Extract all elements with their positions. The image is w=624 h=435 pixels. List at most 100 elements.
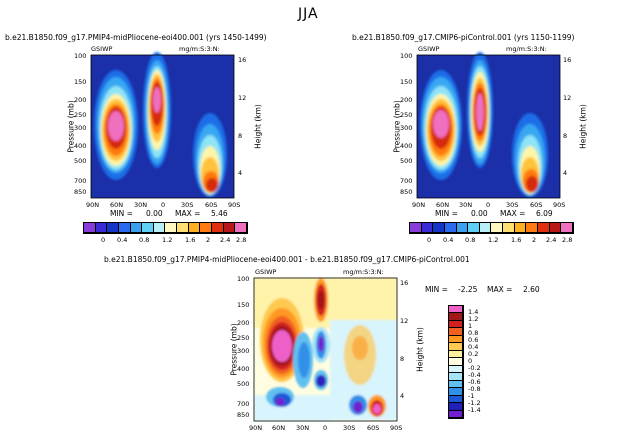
panel-3-colorbar-label: -0.2: [468, 364, 481, 372]
colorbar-swatch: [449, 306, 463, 314]
panel-3-y2tick: 8: [400, 355, 405, 363]
colorbar-swatch: [549, 223, 562, 233]
panel-2-title: b.e21.B1850.f09_g17.CMIP6-piControl.001 …: [352, 33, 575, 42]
panel-2-colorbar-label: 2.8: [562, 236, 573, 244]
panel-3-colorbar-label: -0.6: [468, 378, 481, 386]
panel-2-variable-label: GSIWP: [418, 45, 440, 53]
colorbar-swatch: [491, 223, 504, 233]
panel-2-ytick: 100: [400, 52, 413, 60]
panel-1-max-value: 5.46: [211, 209, 228, 218]
panel-3-min-value: -2.25: [458, 285, 478, 294]
panel-2-xtick: 60S: [530, 201, 543, 209]
colorbar-swatch: [118, 223, 131, 233]
panel-3-max-value: 2.60: [523, 285, 540, 294]
panel-2-colorbar-label: 1.2: [488, 236, 499, 244]
panel-1-xtick: 60S: [205, 201, 218, 209]
panel-2-y2tick: 12: [563, 94, 572, 102]
panel-1-units: mg/m:S:3:N:: [179, 45, 220, 53]
panel-3-ytick: 500: [237, 380, 250, 388]
colorbar-swatch: [449, 403, 463, 411]
panel-3-colorbar-label: -1.2: [468, 399, 481, 407]
panel-1-ytick: 150: [74, 78, 87, 86]
panel-1-xtick: 30S: [181, 201, 194, 209]
panel-2-min-value: 0.00: [471, 209, 488, 218]
panel-3-xtick: 0: [323, 424, 328, 432]
panel-1-title: b.e21.B1850.f09_g17.PMIP4-midPliocene-eo…: [5, 33, 267, 42]
panel-3-ytick: 700: [237, 400, 250, 408]
panel-2-ytick: 700: [400, 177, 413, 185]
colorbar-swatch: [212, 223, 224, 233]
panel-2-min-label: MIN =: [435, 209, 458, 218]
panel-3-field: [253, 277, 398, 422]
panel-3-xtick: 60N: [272, 424, 286, 432]
panel-3-xtick: 30N: [296, 424, 310, 432]
panel-2-y2tick: 4: [563, 169, 568, 177]
colorbar-swatch: [107, 223, 119, 233]
panel-1-y2tick: 8: [238, 132, 243, 140]
panel-1-xtick: 90S: [228, 201, 241, 209]
colorbar-swatch: [410, 223, 422, 233]
colorbar-swatch: [538, 223, 550, 233]
panel-3-colorbar-label: 0.8: [468, 329, 479, 337]
panel-2-max-label: MAX =: [500, 209, 526, 218]
figure-title: JJA: [298, 6, 319, 22]
colorbar-swatch: [449, 313, 463, 321]
panel-1-ytick: 250: [74, 111, 87, 119]
panel-2-ytick: 850: [400, 188, 413, 196]
panel-1-field: [90, 52, 235, 199]
panel-2-max-value: 6.09: [536, 209, 553, 218]
colorbar-swatch: [449, 320, 463, 329]
panel-3-colorbar-label: 1.2: [468, 315, 479, 323]
panel-3-ytick: 850: [237, 411, 250, 419]
panel-3-title: b.e21.B1850.f09_g17.PMIP4-midPliocene-eo…: [104, 255, 470, 264]
panel-3-ytick: 300: [237, 347, 250, 355]
colorbar-swatch: [200, 223, 213, 233]
panel-2-y2tick: 16: [563, 56, 572, 64]
panel-2-xtick: 30N: [459, 201, 473, 209]
colorbar-swatch: [444, 223, 457, 233]
panel-2-colorbar-label: 0.4: [443, 236, 454, 244]
panel-2-xtick: 60N: [436, 201, 450, 209]
panel-1-y2tick: 12: [238, 94, 247, 102]
panel-2-colorbar-label: 1.6: [511, 236, 522, 244]
panel-3-y2tick: 12: [400, 317, 409, 325]
colorbar-swatch: [433, 223, 445, 233]
panel-1-colorbar-label: 0.4: [117, 236, 128, 244]
colorbar-swatch: [449, 365, 463, 374]
panel-3-ytick: 250: [237, 334, 250, 342]
panel-2-colorbar-label: 2.4: [546, 236, 557, 244]
panel-2-y2tick: 8: [563, 132, 568, 140]
colorbar-swatch: [449, 388, 463, 396]
panel-3-colorbar-label: -0.8: [468, 385, 481, 393]
colorbar-swatch: [153, 223, 166, 233]
panel-3-colorbar-label: -0.4: [468, 371, 481, 379]
panel-1-ytick: 850: [74, 188, 87, 196]
panel-2-colorbar-label: 0.8: [465, 236, 476, 244]
panel-3-max-label: MAX =: [487, 285, 513, 294]
panel-1-colorbar-label: 2.4: [220, 236, 231, 244]
colorbar-swatch: [456, 223, 469, 233]
panel-3-xtick: 90S: [390, 424, 403, 432]
panel-1-colorbar-label: 2: [206, 236, 211, 244]
colorbar-swatch: [142, 223, 154, 233]
colorbar-swatch: [165, 223, 178, 233]
panel-1-y2tick: 16: [238, 56, 247, 64]
panel-2-colorbar: [409, 222, 574, 234]
panel-3-min-label: MIN =: [425, 285, 448, 294]
panel-3-colorbar-label: -1: [468, 392, 475, 400]
colorbar-swatch: [223, 223, 236, 233]
panel-2-ytick: 250: [400, 111, 413, 119]
panel-1-ytick: 400: [74, 142, 87, 150]
panel-2-units: mg/m:S:3:N:: [506, 45, 547, 53]
panel-1-ytick: 300: [74, 124, 87, 132]
panel-3-ytick: 100: [237, 275, 250, 283]
panel-3-colorbar-label: 0.2: [468, 350, 479, 358]
colorbar-swatch: [449, 373, 463, 381]
panel-1-xtick: 0: [161, 201, 166, 209]
panel-1-min-label: MIN =: [110, 209, 133, 218]
panel-2-colorbar-label: 0: [427, 236, 432, 244]
colorbar-swatch: [561, 223, 573, 233]
panel-3-ytick: 200: [237, 319, 250, 327]
panel-1-colorbar: [83, 222, 248, 234]
